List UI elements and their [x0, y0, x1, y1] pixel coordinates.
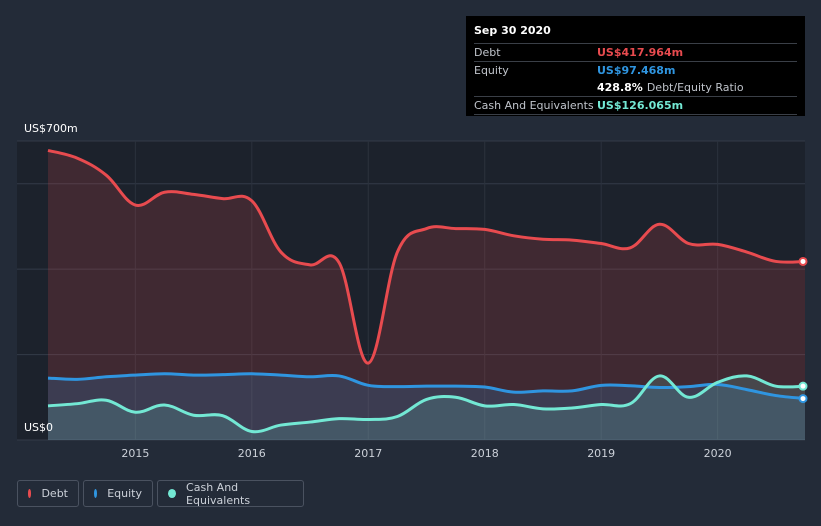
legend-label-equity: Equity [107, 487, 142, 500]
plot-background [17, 141, 805, 440]
x-tick-label: 2017 [354, 447, 382, 460]
x-tick-label: 2015 [121, 447, 149, 460]
y-axis-bottom-label: US$0 [24, 421, 54, 434]
legend-item-cash[interactable]: Cash And Equivalents [157, 480, 304, 507]
x-tick-label: 2018 [471, 447, 499, 460]
tooltip-ratio-label: Debt/Equity Ratio [646, 81, 744, 94]
legend-label-cash: Cash And Equivalents [186, 480, 251, 507]
tooltip-value-debt: US$417.964m [597, 46, 684, 59]
debt-dot-icon [28, 489, 32, 498]
tooltip-label: Debt [474, 46, 501, 59]
cash-dot-icon [168, 489, 177, 498]
tooltip-value-equity: US$97.468m [597, 64, 676, 77]
line-cash-and-equivalents [47, 374, 806, 434]
equity-dot-icon [94, 489, 98, 498]
legend-item-debt[interactable]: Debt [17, 480, 79, 507]
y-axis-top-label: US$700m [24, 122, 78, 135]
line-debt [47, 148, 806, 365]
x-tick-label: 2019 [587, 447, 615, 460]
legend-item-equity[interactable]: Equity [83, 480, 153, 507]
tooltip-date: Sep 30 2020 [474, 24, 551, 37]
tooltip-row-debt: Debt US$417.964m [474, 43, 797, 61]
tooltip-row-cash: Cash And Equivalents US$126.065m [474, 96, 797, 115]
tooltip-ratio-value: 428.8% [597, 81, 643, 94]
tooltip-value-cash: US$126.065m [597, 99, 684, 112]
tooltip-label: Equity [474, 64, 509, 77]
grid-lines [17, 140, 805, 441]
endpoint-cash-and-equivalents [798, 381, 808, 391]
endpoint-equity [798, 394, 808, 404]
x-tick-label: 2020 [704, 447, 732, 460]
series-lines [47, 148, 806, 434]
series-endpoints [798, 256, 808, 404]
legend-label-debt: Debt [41, 487, 68, 500]
tooltip-label: Cash And Equivalents [474, 99, 594, 112]
line-equity [47, 372, 806, 401]
x-tick-labels: 2015 2016 2017 2018 2019 2020 [121, 447, 731, 460]
endpoint-debt [798, 256, 808, 266]
tooltip-row-equity: Equity US$97.468m [474, 61, 797, 79]
area-cash-and-equivalents [48, 375, 805, 440]
area-debt [48, 150, 805, 440]
x-tick-label: 2016 [238, 447, 266, 460]
tooltip-panel: Sep 30 2020 Debt US$417.964m Equity US$9… [466, 16, 805, 116]
tooltip-row-ratio: 428.8% Debt/Equity Ratio [474, 79, 797, 96]
